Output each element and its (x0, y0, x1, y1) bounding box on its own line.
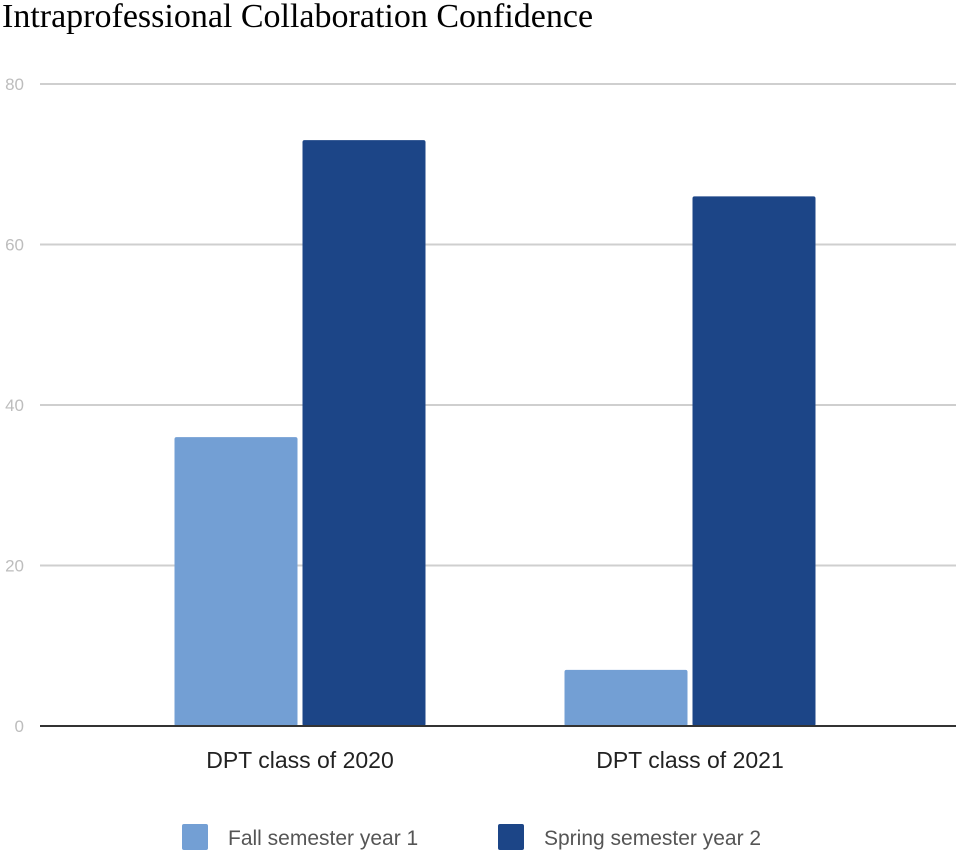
y-tick-label: 40 (5, 396, 24, 415)
y-tick-label: 20 (5, 557, 24, 576)
bar (692, 196, 816, 727)
y-tick-label: 60 (5, 236, 24, 255)
legend-swatch (498, 824, 524, 850)
legend-label: Spring semester year 2 (544, 827, 761, 850)
bar (174, 437, 298, 726)
y-tick-label: 80 (5, 75, 24, 94)
legend-label: Fall semester year 1 (228, 827, 418, 850)
x-tick-label: DPT class of 2021 (596, 747, 784, 773)
chart-title: Intraprofessional Collaboration Confiden… (2, 0, 594, 35)
x-tick-label: DPT class of 2020 (206, 747, 394, 773)
legend-swatch (182, 824, 208, 850)
bar (564, 669, 688, 726)
bar (302, 140, 426, 727)
y-tick-label: 0 (15, 717, 24, 736)
